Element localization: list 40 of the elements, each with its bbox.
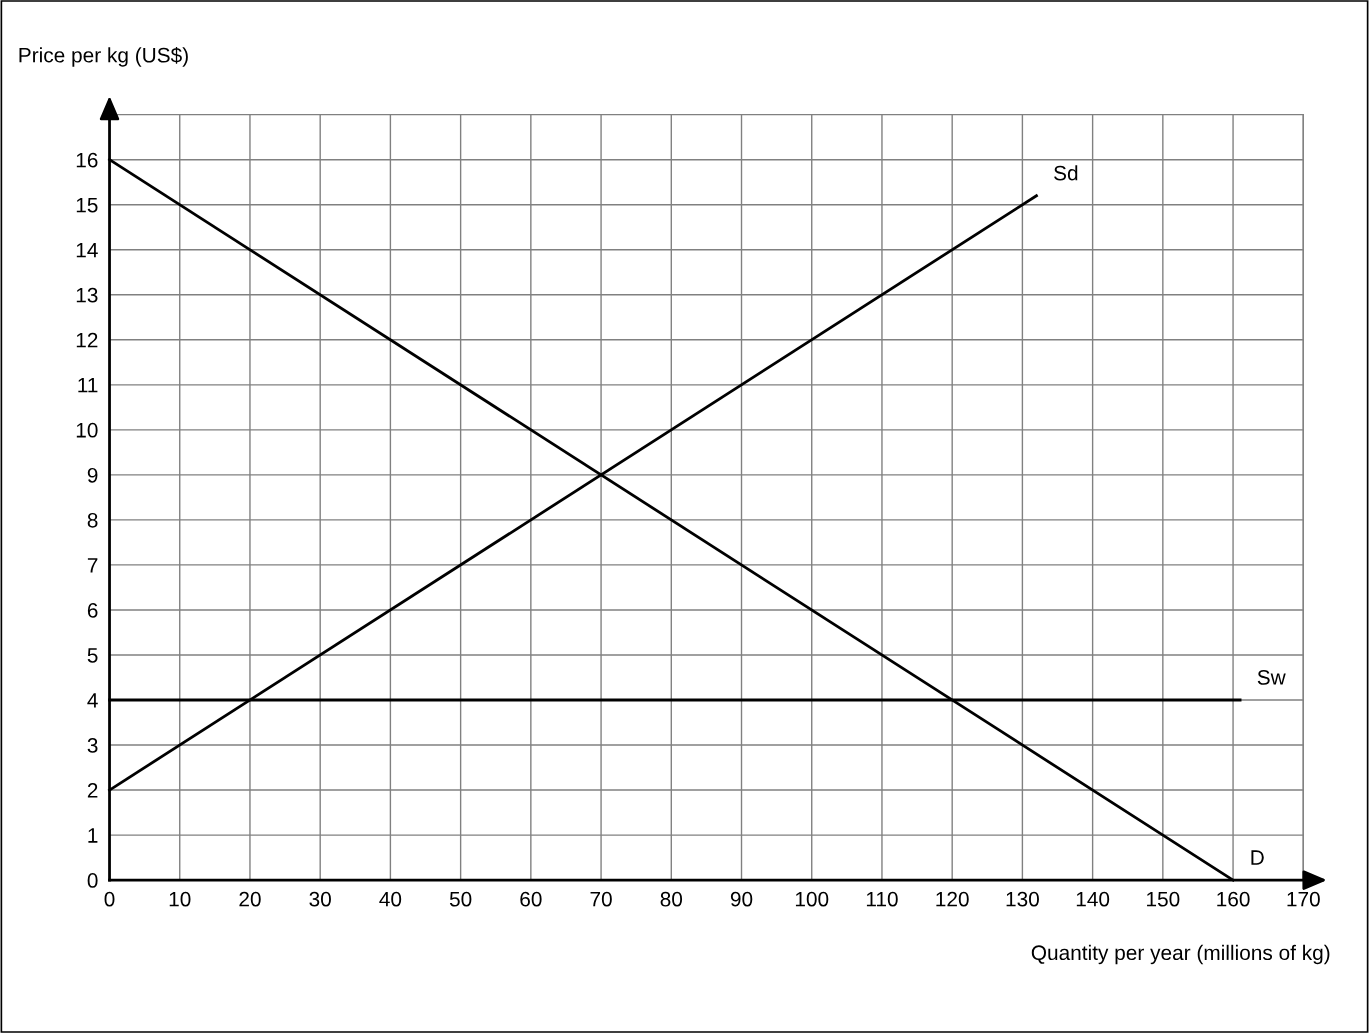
y-tick-label: 14 (76, 242, 98, 258)
x-axis-title: Quantity per year (millions of kg) (1031, 944, 1330, 965)
x-tick-label: 160 (1217, 891, 1250, 907)
x-tick-label: 40 (379, 891, 402, 907)
series-label: Sw (1257, 670, 1286, 685)
y-tick-label: 6 (87, 602, 98, 618)
y-tick-label: 5 (87, 648, 98, 663)
y-tick-label: 12 (76, 332, 98, 348)
x-tick-label: 80 (660, 891, 683, 907)
x-tick-label: 120 (936, 891, 969, 907)
x-tick-label: 10 (169, 891, 191, 907)
y-tick-label: 3 (87, 738, 98, 753)
x-tick-label: 100 (795, 891, 829, 907)
x-tick-label: 90 (730, 891, 753, 907)
x-tick-label: 140 (1076, 891, 1110, 907)
y-tick-label: 11 (78, 378, 98, 393)
x-tick-label: 70 (590, 891, 612, 907)
x-tick-label: 130 (1006, 891, 1039, 907)
y-tick-label: 15 (76, 197, 98, 213)
x-tick-label: 30 (309, 891, 331, 907)
x-tick-label: 20 (239, 891, 261, 907)
y-axis-title: Price per kg (US$) (19, 46, 188, 67)
y-tick-label: 8 (87, 512, 98, 528)
y-tick-label: 2 (87, 783, 98, 798)
x-tick-label: 110 (866, 891, 898, 907)
x-tick-label: 60 (520, 891, 542, 907)
series-label: Sd (1054, 165, 1078, 181)
x-tick-label: 150 (1147, 891, 1180, 907)
y-tick-label: 16 (76, 152, 98, 168)
y-tick-label: 0 (87, 873, 98, 888)
series-label: D (1251, 850, 1264, 865)
x-tick-label: 0 (104, 891, 115, 907)
y-tick-label: 10 (76, 422, 98, 438)
y-tick-label: 13 (76, 287, 98, 303)
y-tick-label: 4 (87, 693, 98, 708)
x-tick-label: 170 (1287, 891, 1320, 907)
y-tick-label: 7 (87, 558, 98, 573)
x-tick-label: 50 (449, 891, 472, 907)
y-tick-label: 1 (88, 828, 98, 843)
y-tick-label: 9 (87, 467, 98, 483)
